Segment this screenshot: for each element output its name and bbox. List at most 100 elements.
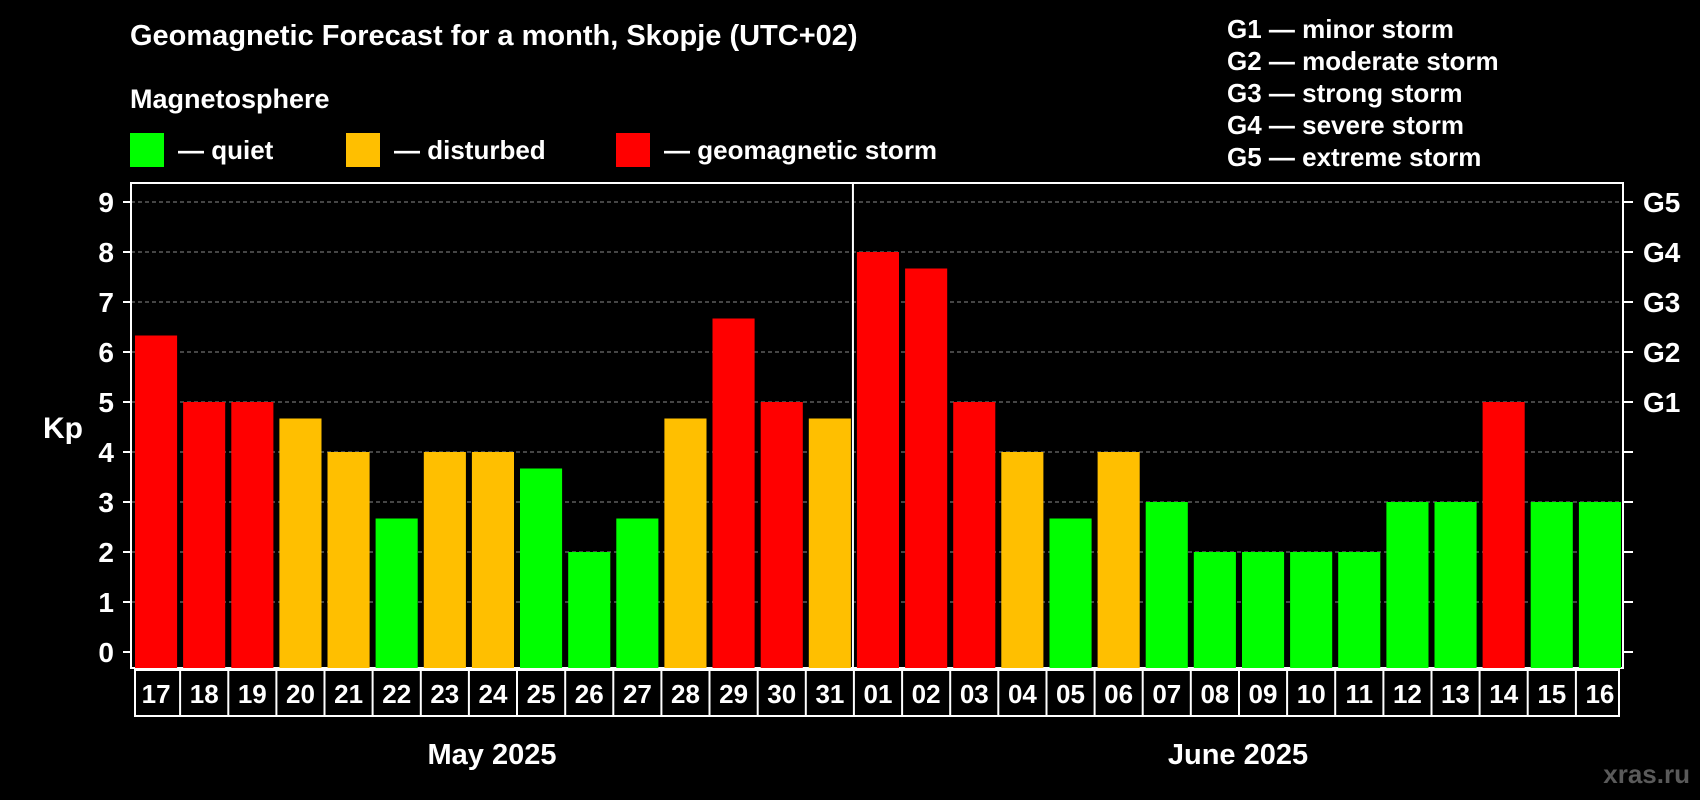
bar-13 (1434, 502, 1477, 668)
storm-scale-g1: G1 — minor storm (1227, 14, 1454, 44)
bar-08 (1193, 552, 1236, 668)
date-label-31: 31 (815, 679, 844, 709)
bar-28 (664, 418, 707, 668)
bar-14 (1482, 402, 1525, 668)
legend-quiet: — quiet (130, 133, 273, 167)
bar-30 (760, 402, 803, 668)
storm-scale-g3: G3 — strong storm (1227, 78, 1463, 108)
month-label-0: May 2025 (428, 739, 557, 771)
date-label-10: 10 (1297, 679, 1326, 709)
date-label-04: 04 (1008, 679, 1037, 709)
month-label-1: June 2025 (1168, 739, 1308, 771)
legend-storm-swatch (616, 133, 650, 167)
y-tick-label-5: 5 (98, 387, 114, 418)
y-axis-label: Kp (43, 412, 83, 445)
date-label-14: 14 (1489, 679, 1518, 709)
date-label-01: 01 (864, 679, 893, 709)
date-row-frame (134, 669, 1620, 717)
date-label-28: 28 (671, 679, 700, 709)
date-label-03: 03 (960, 679, 989, 709)
bar-10 (1290, 552, 1333, 668)
bar-06 (1097, 452, 1140, 668)
bar-04 (1001, 452, 1044, 668)
legend-disturbed-swatch (346, 133, 380, 167)
bar-25 (520, 468, 563, 668)
bar-17 (135, 335, 178, 668)
date-label-11: 11 (1346, 679, 1374, 709)
date-label-30: 30 (767, 679, 796, 709)
date-label-16: 16 (1585, 679, 1614, 709)
right-axis-label-g2: G2 (1643, 337, 1680, 368)
bar-26 (568, 552, 611, 668)
date-label-06: 06 (1104, 679, 1133, 709)
bar-09 (1242, 552, 1285, 668)
y-tick-label-3: 3 (98, 487, 114, 518)
right-axis-label-g4: G4 (1643, 237, 1681, 268)
bar-22 (375, 518, 418, 668)
storm-scale-g5: G5 — extreme storm (1227, 142, 1482, 172)
date-label-27: 27 (623, 679, 652, 709)
storm-scale-legend: G1 — minor storm G2 — moderate storm G3 … (1227, 13, 1499, 173)
date-label-29: 29 (719, 679, 748, 709)
y-tick-label-8: 8 (98, 237, 114, 268)
date-label-15: 15 (1537, 679, 1566, 709)
bar-07 (1145, 502, 1188, 668)
legend-storm-label: — geomagnetic storm (664, 134, 938, 165)
date-label-24: 24 (479, 679, 508, 709)
date-label-21: 21 (334, 679, 363, 709)
bar-19 (231, 402, 274, 668)
y-tick-label-7: 7 (98, 287, 114, 318)
storm-scale-g2: G2 — moderate storm (1227, 46, 1499, 76)
date-label-12: 12 (1393, 679, 1422, 709)
bar-02 (905, 268, 948, 668)
y-tick-label-6: 6 (98, 337, 114, 368)
date-label-02: 02 (912, 679, 941, 709)
date-label-05: 05 (1056, 679, 1085, 709)
bar-18 (183, 402, 226, 668)
y-tick-label-4: 4 (98, 437, 114, 468)
legend-quiet-label: — quiet (178, 134, 274, 165)
bar-24 (471, 452, 514, 668)
legend-quiet-swatch (130, 133, 164, 167)
right-axis-label-g5: G5 (1643, 187, 1680, 218)
bar-21 (327, 452, 370, 668)
watermark: xras.ru (1603, 759, 1690, 789)
date-label-08: 08 (1200, 679, 1229, 709)
bar-11 (1338, 552, 1381, 668)
bar-16 (1578, 502, 1621, 668)
storm-scale-g4: G4 — severe storm (1227, 110, 1465, 140)
date-label-18: 18 (190, 679, 219, 709)
date-label-20: 20 (286, 679, 315, 709)
date-label-22: 22 (382, 679, 411, 709)
date-label-25: 25 (527, 679, 556, 709)
bar-05 (1049, 518, 1092, 668)
y-tick-label-1: 1 (98, 587, 114, 618)
legend-disturbed-label: — disturbed (394, 134, 546, 165)
date-label-09: 09 (1249, 679, 1278, 709)
bar-29 (712, 318, 755, 668)
legend-subtitle: Magnetosphere (130, 84, 330, 114)
chart-title: Geomagnetic Forecast for a month, Skopje… (130, 20, 858, 52)
right-axis-label-g3: G3 (1643, 287, 1680, 318)
bar-20 (279, 418, 322, 668)
legend-storm: — geomagnetic storm (616, 133, 937, 167)
bar-27 (616, 518, 659, 668)
date-label-17: 17 (142, 679, 171, 709)
y-tick-label-2: 2 (98, 537, 114, 568)
bar-03 (953, 402, 996, 668)
legend-disturbed: — disturbed (346, 133, 546, 167)
bar-31 (808, 418, 851, 668)
bar-15 (1530, 502, 1573, 668)
right-axis-label-g1: G1 (1643, 387, 1680, 418)
date-label-26: 26 (575, 679, 604, 709)
date-label-19: 19 (238, 679, 267, 709)
date-label-13: 13 (1441, 679, 1470, 709)
bar-01 (856, 252, 899, 668)
y-tick-label-9: 9 (98, 187, 114, 218)
bar-12 (1386, 502, 1429, 668)
y-tick-label-0: 0 (98, 637, 114, 668)
date-label-23: 23 (430, 679, 459, 709)
date-label-07: 07 (1152, 679, 1181, 709)
bar-23 (423, 452, 466, 668)
